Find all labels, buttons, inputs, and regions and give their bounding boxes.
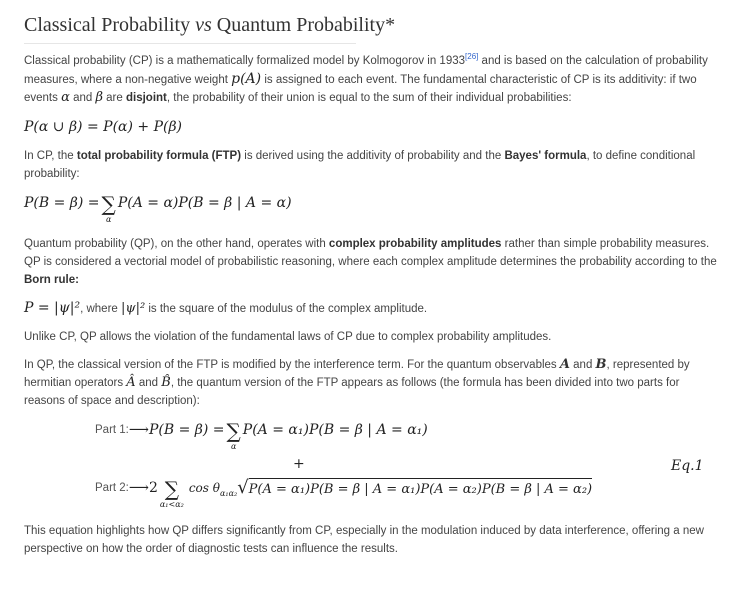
title-divider bbox=[24, 43, 356, 44]
paragraph-qp: Quantum probability (QP), on the other h… bbox=[24, 238, 717, 286]
paragraph-ftp: In CP, the total probability formula (FT… bbox=[24, 150, 696, 180]
citation-link[interactable]: [26] bbox=[465, 52, 479, 62]
paragraph-born-rule: P = |ψ|², where |ψ|² is the square of th… bbox=[24, 300, 428, 316]
section-title: Classical Probability vs Quantum Probabi… bbox=[24, 14, 396, 36]
formula-additivity: P(α ∪ β) = P(α) + P(β) bbox=[24, 119, 183, 135]
part1-sum-subscript: α bbox=[230, 442, 237, 451]
formula-connector: + Eq.1 bbox=[95, 454, 719, 476]
summation: ∑ α₁<α₂ bbox=[159, 477, 184, 509]
paragraph-violation: Unlike CP, QP allows the violation of th… bbox=[24, 331, 552, 343]
sum-subscript: α bbox=[105, 215, 112, 224]
formula-ftp: P(B = β) = ∑ α P(A = α)P(B = β | A = α) bbox=[24, 192, 292, 224]
summation: ∑ α bbox=[226, 419, 241, 451]
equation-1-block: Part 1: ⟶ P(B = β) = ∑ α P(A = α₁)P(B = β |… bbox=[95, 420, 719, 510]
formula-part-2: Part 2: ⟶ 2 ∑ α₁<α₂ cos θ α₁α₂ √ P(A = α₁)P(B … bbox=[95, 477, 593, 509]
paragraph-cp-intro: Classical probability (CP) is a mathemat… bbox=[24, 52, 708, 105]
paragraph-conclusion: This equation highlights how QP differs … bbox=[24, 525, 704, 555]
formula-part-1: Part 1: ⟶ P(B = β) = ∑ α P(A = α₁)P(B = β |… bbox=[95, 419, 428, 451]
summation: ∑ α bbox=[101, 192, 116, 224]
part2-sum-subscript: α₁<α₂ bbox=[159, 500, 184, 509]
paragraph-qp-ftp: In QP, the classical version of the FTP … bbox=[24, 357, 690, 407]
equation-label: Eq.1 bbox=[671, 458, 704, 474]
plus-sign: + bbox=[293, 456, 305, 472]
